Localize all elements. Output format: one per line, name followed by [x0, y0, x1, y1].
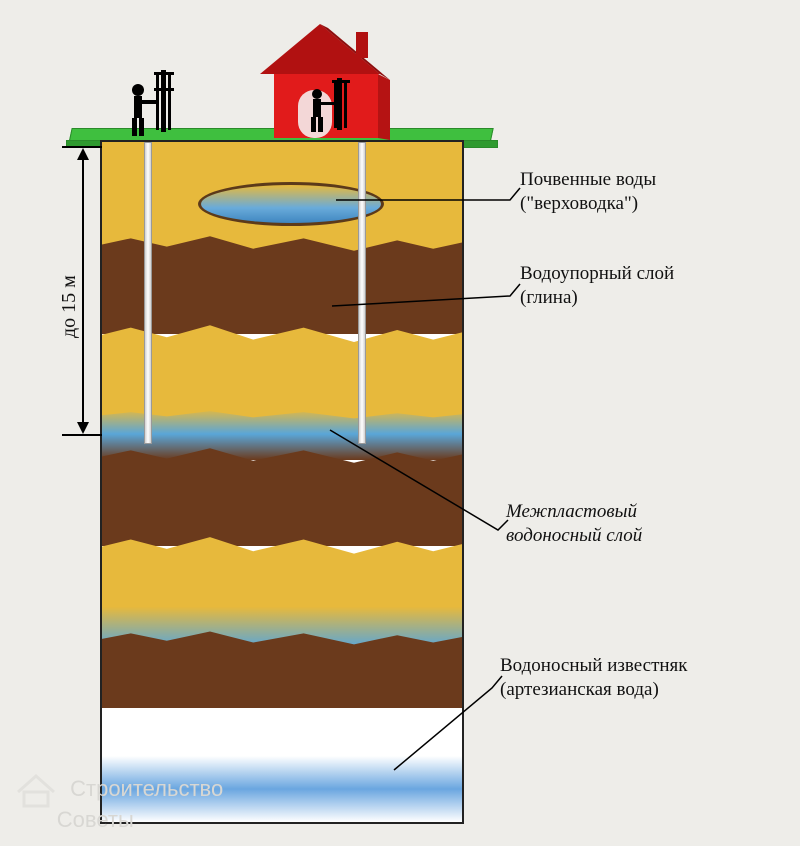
drill-rig-outside	[126, 70, 180, 140]
dim-arrow-up	[77, 148, 89, 160]
watermark-house-icon	[14, 772, 58, 808]
depth-label: до 15 м	[58, 275, 81, 338]
label-artesian: Водоносный известняк (артезианская вода)	[500, 654, 688, 702]
layer-clay-1	[102, 230, 462, 334]
label-artesian-l1: Водоносный известняк	[500, 655, 688, 676]
drill-pipe-left	[144, 142, 152, 444]
drill-rig-inside	[306, 78, 356, 136]
label-soilwater-l1: Почвенные воды	[520, 169, 656, 190]
layer-clay-3	[102, 626, 462, 718]
soil-column	[100, 140, 464, 824]
label-interlayer-l1: Межпластовый	[506, 501, 637, 522]
label-soilwater-l2: ("верховодка")	[520, 193, 638, 214]
watermark-l2: Советы	[57, 807, 134, 832]
layer-limestone-white	[102, 708, 462, 762]
dim-arrow-down	[77, 422, 89, 434]
diagram-stage: до 15 м Почвенные воды ("верховодка") Во…	[0, 0, 800, 846]
layer-clay-2	[102, 442, 462, 546]
watermark-l1: Строительство	[70, 776, 223, 801]
label-clay-l1: Водоупорный слой	[520, 263, 674, 284]
label-soilwater: Почвенные воды ("верховодка")	[520, 168, 656, 216]
drill-pipe-right	[358, 142, 366, 444]
label-clay: Водоупорный слой (глина)	[520, 262, 674, 310]
label-interlayer-l2: водоносный слой	[506, 525, 642, 546]
watermark: Строительство Советы	[14, 772, 223, 832]
dim-tick-bottom	[62, 434, 102, 436]
label-clay-l2: (глина)	[520, 287, 578, 308]
dim-line	[82, 150, 84, 430]
layer-aquifer-1	[102, 408, 462, 460]
label-artesian-l2: (артезианская вода)	[500, 679, 659, 700]
perched-water-pond	[198, 182, 384, 226]
layer-sand-3	[102, 530, 462, 648]
label-interlayer: Межпластовый водоносный слой	[506, 500, 642, 548]
